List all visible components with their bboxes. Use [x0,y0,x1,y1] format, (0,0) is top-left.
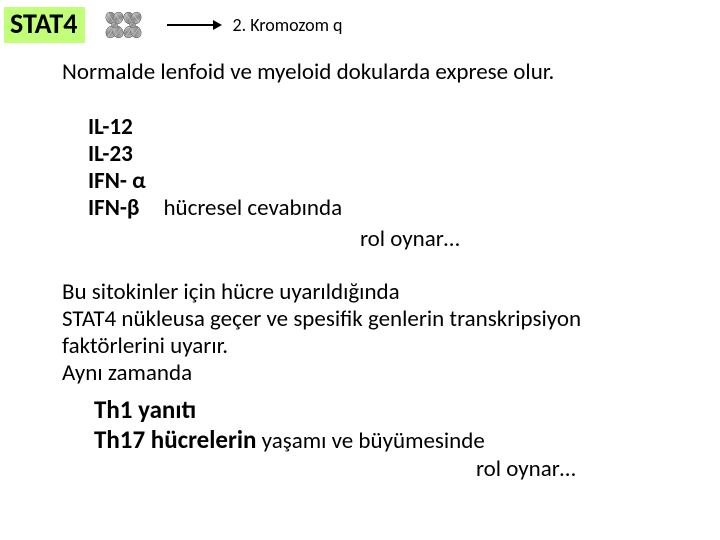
arrow-icon [167,20,222,30]
header-row: STAT4 [0,0,720,44]
th17-line: Th17 hücrelerin [94,424,256,455]
chromosome-icon [99,10,147,40]
il-23: IL-23 [88,141,720,168]
para-line-3: faktörlerini uyarır. [62,333,720,360]
il-12: IL-12 [88,114,720,141]
para-line-1: Bu sitokinler için hücre uyarıldığında [62,279,720,306]
kromo-label: 2. Kromozom q [232,14,342,36]
th-block: Th1 yanıtı Th17 hücrelerin yaşamı ve büy… [0,387,720,455]
para-line-2: STAT4 nükleusa geçer ve spesifik genleri… [62,306,720,333]
interleukin-list: IL-12 IL-23 IFN- α IFN-β hücresel cevabı… [0,86,720,223]
hucresel-text: hücresel cevabında [163,195,342,222]
th1-line: Th1 yanıtı [94,395,720,425]
yasam-text: yaşamı ve büyümesinde [256,427,484,455]
stat4-badge: STAT4 [4,7,85,43]
ifn-alpha: IFN- α [88,168,720,195]
paragraph: Bu sitokinler için hücre uyarıldığında S… [0,253,720,388]
rol-oynar-1: rol oynar… [0,223,720,253]
ifn-beta: IFN-β [88,195,139,222]
rol-oynar-2: rol oynar… [0,455,720,483]
line-normal: Normalde lenfoid ve myeloid dokularda ex… [0,44,720,86]
para-line-4: Aynı zamanda [62,360,720,387]
